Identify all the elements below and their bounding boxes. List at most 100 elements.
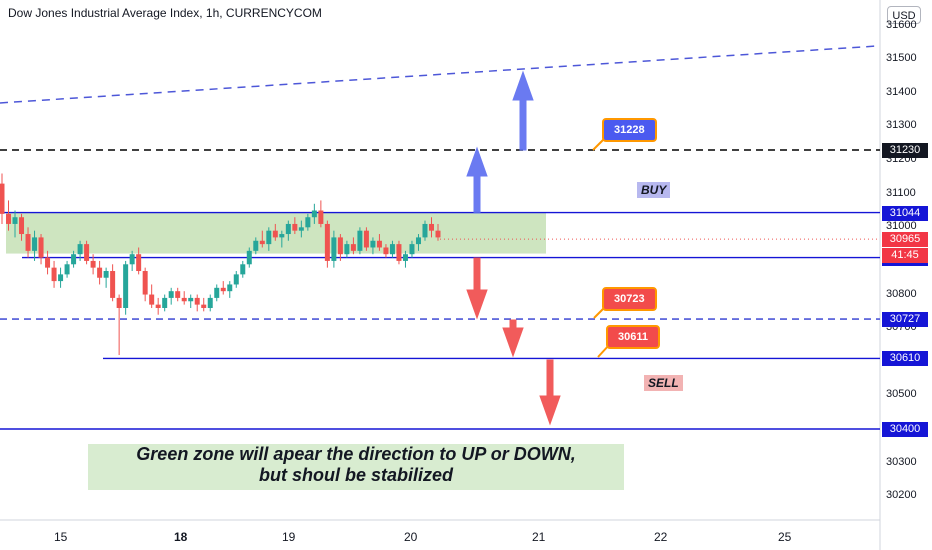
x-tick-label: 22 xyxy=(654,530,668,544)
candle-body xyxy=(292,223,298,231)
candle-body xyxy=(350,244,356,251)
price-label-30727: 30727 xyxy=(882,312,928,328)
candle-body xyxy=(129,254,135,265)
candle-body xyxy=(409,244,415,255)
candle-body xyxy=(233,274,239,285)
y-tick-label: 31000 xyxy=(886,220,917,233)
note-line-1: Green zone will apear the direction to U… xyxy=(136,444,576,464)
callout-30611: 30611 xyxy=(606,325,660,349)
candle-body xyxy=(383,247,389,255)
y-tick-label: 30300 xyxy=(886,455,917,468)
candle-body xyxy=(84,244,90,261)
candle-body xyxy=(51,267,57,282)
callout-31228: 31228 xyxy=(602,118,657,142)
x-tick-label: 15 xyxy=(54,530,68,544)
candle-body xyxy=(376,240,382,248)
candle-body xyxy=(285,223,291,235)
candle-body xyxy=(227,284,233,292)
candle-body xyxy=(77,244,83,255)
price-label-30400: 30400 xyxy=(882,422,928,437)
note-box: Green zone will apear the direction to U… xyxy=(88,444,624,490)
currency-button[interactable]: USD xyxy=(887,6,921,24)
candle-body xyxy=(38,237,44,258)
price-label-31230: 31230 xyxy=(882,143,928,158)
candle-body xyxy=(103,271,109,278)
candle-body xyxy=(318,210,324,224)
countdown-label: 41:45 xyxy=(882,248,928,264)
chart-title: Dow Jones Industrial Average Index, 1h, … xyxy=(8,6,322,20)
x-tick-label: 20 xyxy=(404,530,418,544)
candle-body xyxy=(162,297,168,308)
candle-body xyxy=(0,183,5,214)
candle-body xyxy=(123,264,129,308)
sell-arrow-2 xyxy=(502,319,524,358)
candle-body xyxy=(116,297,122,308)
candle-body xyxy=(220,287,226,292)
candle-body xyxy=(188,297,194,302)
candle-body xyxy=(311,210,317,218)
candle-body xyxy=(12,217,18,224)
candle-body xyxy=(435,230,441,238)
candle-body xyxy=(246,250,252,265)
candle-body xyxy=(71,254,77,265)
candle-body xyxy=(32,237,38,251)
candle-body xyxy=(428,223,434,231)
candle-body xyxy=(45,257,51,268)
candle-body xyxy=(363,230,369,248)
candle-body xyxy=(207,297,213,308)
buy-label: BUY xyxy=(637,182,671,198)
current-price-label: 30965 xyxy=(882,232,928,248)
candle-body xyxy=(194,297,200,305)
candle-body xyxy=(214,287,220,298)
buy-arrow-2 xyxy=(512,70,534,151)
sell-arrow-1 xyxy=(466,257,488,320)
x-tick-label: 19 xyxy=(282,530,296,544)
candle-body xyxy=(389,244,395,255)
candle-body xyxy=(422,223,428,238)
candle-body xyxy=(168,291,174,298)
candle-body xyxy=(240,264,246,275)
candle-body xyxy=(97,267,103,278)
sell-label: SELL xyxy=(644,375,683,391)
buy-arrow-1 xyxy=(466,146,488,214)
y-tick-label: 31400 xyxy=(886,85,917,98)
candle-body xyxy=(337,237,343,255)
candle-body xyxy=(396,244,402,261)
candle-body xyxy=(324,223,330,261)
candle-body xyxy=(298,227,304,231)
candle-body xyxy=(201,304,207,308)
y-tick-label: 30200 xyxy=(886,489,917,502)
candle-body xyxy=(6,213,12,224)
y-tick-label: 31100 xyxy=(886,186,916,199)
candle-body xyxy=(357,230,363,251)
candle-body xyxy=(331,237,337,261)
y-tick-label: 31500 xyxy=(886,52,917,65)
candle-body xyxy=(272,230,278,238)
candle-body xyxy=(253,240,259,251)
candle-body xyxy=(370,240,376,248)
candle-body xyxy=(266,230,272,245)
candle-body xyxy=(19,217,25,235)
candle-body xyxy=(175,291,181,298)
candle-body xyxy=(25,234,31,251)
candle-body xyxy=(415,237,421,245)
candle-body xyxy=(90,260,96,268)
candle-body xyxy=(259,240,265,245)
sell-arrow-3 xyxy=(539,359,561,426)
candle-body xyxy=(155,304,161,308)
note-line-2: but shoul be stabilized xyxy=(258,465,453,485)
y-tick-label: 30800 xyxy=(886,287,917,300)
candle-body xyxy=(402,254,408,261)
candle-body xyxy=(279,234,285,238)
callout-30723: 30723 xyxy=(602,287,657,311)
trend-line xyxy=(0,45,881,104)
candle-body xyxy=(58,274,64,282)
candle-body xyxy=(136,254,142,272)
candle-body xyxy=(149,294,155,305)
y-tick-label: 31600 xyxy=(886,18,917,31)
y-tick-label: 31300 xyxy=(886,119,917,132)
candle-body xyxy=(305,217,311,228)
x-tick-label: 25 xyxy=(778,530,792,544)
candle-body xyxy=(110,271,116,298)
